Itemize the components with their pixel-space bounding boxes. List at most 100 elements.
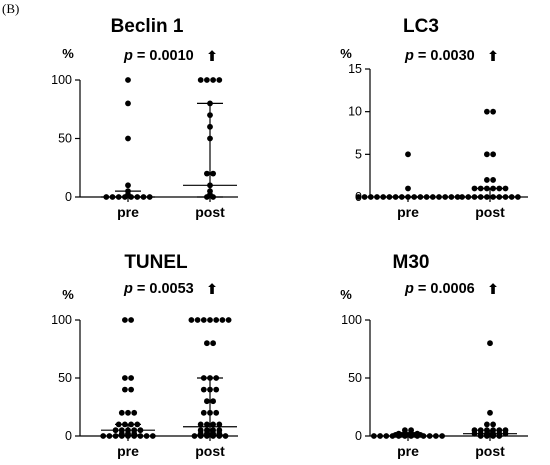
data-point (112, 427, 119, 434)
data-point (222, 433, 229, 439)
y-tick-label: 5 (355, 147, 362, 161)
data-point (122, 375, 128, 381)
data-point (128, 386, 135, 393)
data-point (207, 386, 213, 393)
data-point (405, 185, 411, 192)
data-point (405, 194, 411, 200)
data-point (219, 317, 226, 323)
data-point (200, 409, 207, 416)
data-point (131, 427, 138, 434)
up-arrow-icon: ⬆ (487, 49, 499, 65)
x-tick-label: pre (397, 204, 419, 220)
data-point (490, 185, 496, 192)
data-point (490, 177, 496, 183)
data-point (143, 433, 150, 439)
data-point (442, 194, 449, 200)
data-point (122, 386, 128, 393)
data-point (484, 177, 490, 183)
data-point (213, 386, 220, 393)
figure-label: (B) (2, 1, 19, 16)
data-point (377, 433, 383, 439)
data-point (115, 421, 122, 428)
data-point (125, 100, 131, 107)
data-point (140, 194, 147, 200)
data-point (439, 433, 445, 439)
data-point (484, 194, 490, 200)
data-point (213, 375, 220, 381)
data-point (496, 185, 503, 192)
data-point (414, 430, 421, 437)
data-point (122, 421, 128, 428)
x-tick-label: post (195, 204, 225, 220)
data-point (115, 194, 122, 200)
y-tick-label: 10 (348, 105, 362, 119)
x-tick-label: pre (117, 204, 139, 220)
p-value-label: p = 0.0006 (404, 281, 475, 297)
y-tick-label: 100 (51, 313, 72, 327)
y-axis-label: % (62, 46, 74, 61)
data-point (210, 170, 217, 177)
data-point (436, 194, 442, 200)
panel-title: Beclin 1 (111, 16, 184, 37)
data-point (125, 188, 131, 195)
data-point (395, 430, 402, 437)
p-value-label: p = 0.0053 (123, 281, 194, 297)
data-point (429, 194, 436, 200)
data-point (213, 409, 220, 416)
data-point (487, 409, 493, 416)
y-tick-label: 0 (65, 429, 72, 443)
data-point (197, 427, 204, 434)
data-point (134, 194, 141, 200)
x-tick-label: pre (117, 443, 139, 459)
y-tick-label: 100 (51, 73, 72, 87)
up-arrow-icon: ⬆ (487, 282, 499, 298)
x-tick-label: pre (397, 443, 419, 459)
data-point (448, 194, 455, 200)
up-arrow-icon: ⬆ (206, 282, 218, 298)
data-point (210, 427, 217, 434)
data-point (216, 427, 223, 434)
panel-title: M30 (393, 252, 430, 273)
y-tick-label: 100 (341, 313, 362, 327)
data-point (496, 194, 503, 200)
data-point (465, 194, 472, 200)
data-point (188, 317, 195, 323)
data-point (477, 194, 484, 200)
data-point (197, 77, 204, 83)
data-point (386, 194, 393, 200)
data-point (484, 185, 490, 192)
data-point (207, 409, 213, 416)
data-point (417, 194, 424, 200)
data-point (433, 433, 439, 439)
data-point (109, 194, 116, 200)
data-point (502, 194, 509, 200)
data-point (361, 194, 368, 200)
data-point (484, 108, 490, 115)
data-point (477, 427, 484, 434)
data-point (408, 427, 414, 434)
data-point (134, 421, 141, 428)
data-point (204, 77, 210, 83)
x-tick-label: post (195, 443, 225, 459)
data-point (146, 194, 153, 200)
data-point (471, 427, 478, 434)
data-point (191, 433, 198, 439)
data-point (200, 375, 207, 381)
data-point (128, 375, 135, 381)
data-point (197, 421, 204, 428)
data-point (502, 427, 509, 434)
data-point (200, 386, 207, 393)
chart-panel: Beclin 1% p = 0.0010 ⬆ 0 50 100 pre post (51, 16, 238, 220)
y-tick-label: 0 (355, 429, 362, 443)
data-point (515, 194, 521, 200)
data-point (118, 427, 125, 434)
data-point (204, 398, 210, 405)
data-point (128, 317, 135, 323)
y-tick-label: 50 (58, 132, 72, 146)
data-point (484, 427, 490, 434)
data-point (106, 433, 113, 439)
data-point (137, 427, 144, 434)
data-point (204, 170, 210, 177)
data-point (490, 421, 496, 428)
